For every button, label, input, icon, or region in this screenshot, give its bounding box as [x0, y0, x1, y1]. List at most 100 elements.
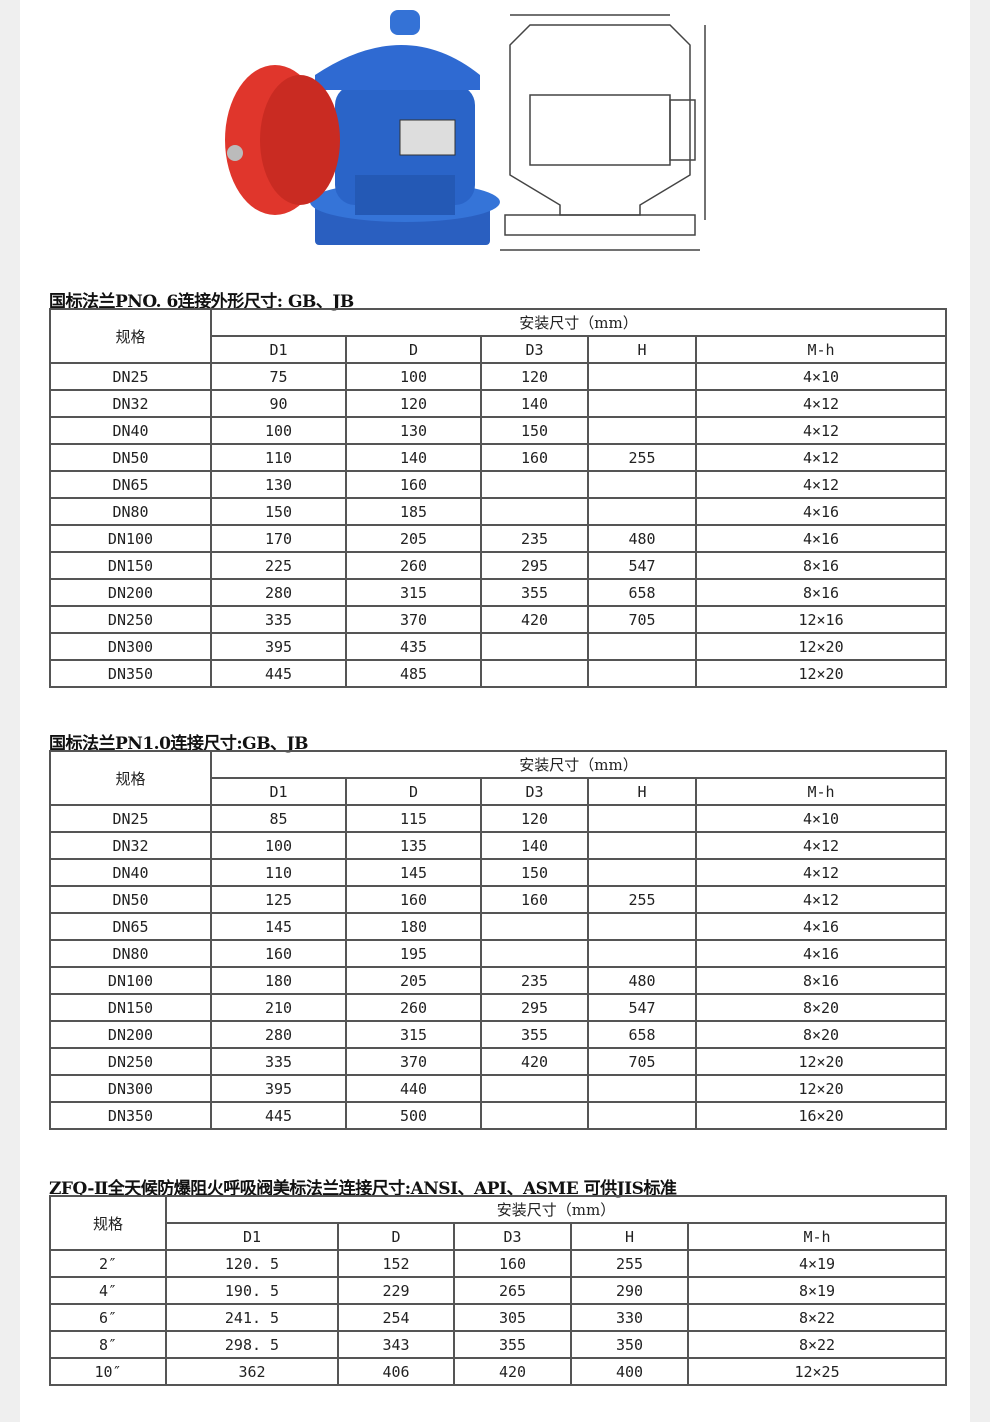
value-cell — [480, 912, 589, 941]
column-header-row: D1 D D3 H M-h — [50, 335, 948, 364]
spec-cell: 10″ — [49, 1357, 167, 1386]
value-cell: 110 — [210, 443, 347, 472]
spec-cell: DN65 — [49, 912, 212, 941]
table-row: DN40 100 130 150 4×12 — [49, 416, 948, 445]
value-cell: 350 — [570, 1330, 689, 1359]
spec-cell: DN32 — [49, 831, 212, 860]
spec-cell: DN300 — [49, 632, 212, 661]
value-cell: 100 — [210, 831, 347, 860]
value-cell: 235 — [480, 966, 589, 995]
value-cell: 547 — [587, 551, 697, 580]
spec-cell: DN50 — [49, 443, 212, 472]
value-cell — [480, 497, 589, 526]
spec-cell: DN350 — [49, 1101, 212, 1130]
value-cell: 195 — [345, 939, 482, 968]
header-row: 规格 安装尺寸（mm） — [49, 1195, 948, 1251]
value-cell: 150 — [480, 858, 589, 887]
table-row: DN150 210 260 295 547 8×20 — [49, 993, 948, 1022]
table-2-title: 国标法兰PN1.0连接尺寸:GB、JB — [49, 734, 308, 754]
spec-cell: DN200 — [49, 578, 212, 607]
table-row: DN50 110 140 160 255 4×12 — [49, 443, 948, 472]
spec-table-ansi: 规格 安装尺寸（mm） D1 D D3 H M-h 2″ 120. 5 152 160 255 4×19… — [49, 1195, 948, 1386]
value-cell: 4×16 — [694, 939, 948, 968]
value-cell: 160 — [345, 885, 482, 914]
value-cell: 370 — [345, 605, 482, 634]
value-cell: 295 — [480, 551, 589, 580]
value-cell — [480, 1074, 589, 1103]
value-cell: 4×10 — [694, 804, 948, 833]
column-header: H — [587, 777, 697, 806]
value-cell: 335 — [210, 1047, 347, 1076]
value-cell: 4×12 — [694, 443, 948, 472]
value-cell: 150 — [480, 416, 589, 445]
value-cell: 395 — [210, 1074, 347, 1103]
table-row: DN100 180 205 235 480 8×16 — [49, 966, 948, 995]
table-row: DN50 125 160 160 255 4×12 — [49, 885, 948, 914]
table-row: DN200 280 315 355 658 8×20 — [49, 1020, 948, 1049]
spec-cell: DN200 — [49, 1020, 212, 1049]
value-cell: 400 — [570, 1357, 689, 1386]
table-row: DN200 280 315 355 658 8×16 — [49, 578, 948, 607]
header-row: 规格 安装尺寸（mm） — [49, 750, 948, 806]
table-row: DN100 170 205 235 480 4×16 — [49, 524, 948, 553]
value-cell — [587, 939, 697, 968]
value-cell: 135 — [345, 831, 482, 860]
value-cell: 12×20 — [694, 632, 948, 661]
value-cell — [480, 632, 589, 661]
value-cell: 185 — [345, 497, 482, 526]
install-dimensions-header: 安装尺寸（mm） — [209, 308, 948, 337]
spec-cell: DN250 — [49, 1047, 212, 1076]
spec-cell: DN32 — [49, 389, 212, 418]
value-cell: 110 — [210, 858, 347, 887]
value-cell: 8×16 — [694, 551, 948, 580]
value-cell: 4×12 — [694, 389, 948, 418]
spec-cell: DN150 — [49, 551, 212, 580]
spec-cell: 4″ — [49, 1276, 167, 1305]
spec-cell: 8″ — [49, 1330, 167, 1359]
value-cell: 205 — [345, 524, 482, 553]
column-header: D1 — [210, 335, 347, 364]
value-cell: 145 — [345, 858, 482, 887]
column-header-row: D1 D D3 H M-h — [50, 1222, 948, 1251]
column-header: D — [345, 335, 482, 364]
table-row: 2″ 120. 5 152 160 255 4×19 — [49, 1249, 948, 1278]
value-cell: 100 — [210, 416, 347, 445]
value-cell: 190. 5 — [165, 1276, 339, 1305]
column-header: D — [345, 777, 482, 806]
value-cell: 4×19 — [686, 1249, 948, 1278]
table-row: DN250 335 370 420 705 12×20 — [49, 1047, 948, 1076]
table-row: DN80 150 185 4×16 — [49, 497, 948, 526]
value-cell: 370 — [345, 1047, 482, 1076]
value-cell: 160 — [453, 1249, 572, 1278]
value-cell: 265 — [453, 1276, 572, 1305]
value-cell: 500 — [345, 1101, 482, 1130]
value-cell: 355 — [480, 1020, 589, 1049]
value-cell: 445 — [210, 1101, 347, 1130]
value-cell: 100 — [345, 362, 482, 391]
value-cell: 8×22 — [686, 1303, 948, 1332]
column-header: H — [570, 1222, 689, 1251]
table-row: DN300 395 440 12×20 — [49, 1074, 948, 1103]
value-cell: 140 — [480, 831, 589, 860]
value-cell: 8×20 — [694, 993, 948, 1022]
header-row: 规格 安装尺寸（mm） — [49, 308, 948, 364]
value-cell: 395 — [210, 632, 347, 661]
table-row: 4″ 190. 5 229 265 290 8×19 — [49, 1276, 948, 1305]
value-cell: 420 — [480, 605, 589, 634]
value-cell: 241. 5 — [165, 1303, 339, 1332]
spec-cell: DN150 — [49, 993, 212, 1022]
spec-header: 规格 — [49, 750, 212, 806]
value-cell: 362 — [165, 1357, 339, 1386]
value-cell: 298. 5 — [165, 1330, 339, 1359]
value-cell — [587, 416, 697, 445]
value-cell: 4×10 — [694, 362, 948, 391]
value-cell: 260 — [345, 551, 482, 580]
spec-table-pn10: 规格 安装尺寸（mm） D1 D D3 H M-h DN25 85 115 120 4×10 DN32 1… — [49, 750, 948, 1130]
value-cell: 305 — [453, 1303, 572, 1332]
value-cell — [480, 1101, 589, 1130]
spec-cell: DN350 — [49, 659, 212, 688]
table-row: DN32 90 120 140 4×12 — [49, 389, 948, 418]
right-margin — [970, 0, 990, 1422]
value-cell: 4×12 — [694, 416, 948, 445]
